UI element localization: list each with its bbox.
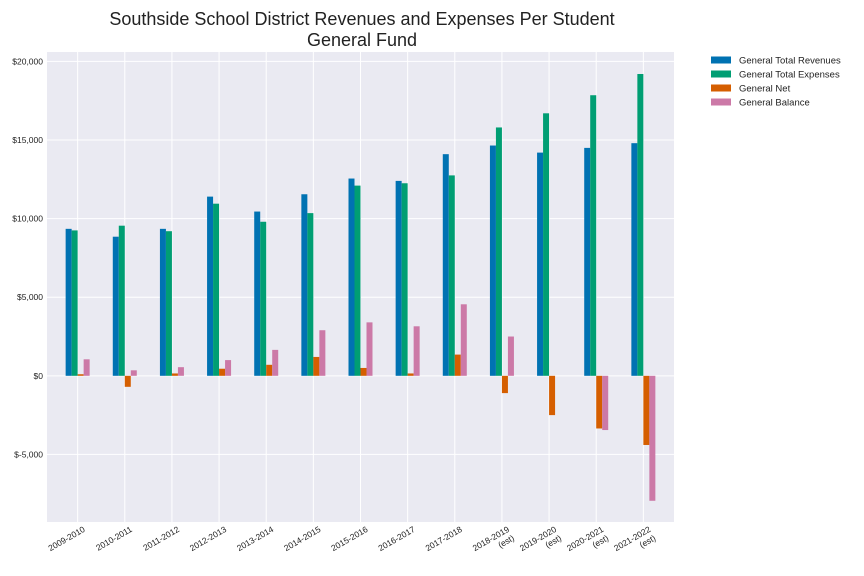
bar <box>643 375 650 445</box>
legend-swatch <box>711 70 731 78</box>
x-tick-label: 2016-2017 <box>376 524 416 553</box>
bar <box>65 228 72 376</box>
bar <box>207 196 214 376</box>
x-tick-label: 2013-2014 <box>235 524 275 553</box>
bar <box>219 368 226 376</box>
x-tick-label: 2012-2013 <box>188 524 228 553</box>
legend-swatch <box>711 84 731 92</box>
bar <box>83 359 90 376</box>
bar <box>366 322 373 376</box>
y-tick-label: $-5,000 <box>14 449 43 459</box>
bar <box>501 375 508 394</box>
legend-swatch <box>711 56 731 64</box>
bar <box>266 364 273 376</box>
legend-label: General Total Expenses <box>739 70 840 81</box>
x-tick-label-line: 2013-2014 <box>235 524 275 553</box>
bar <box>507 336 514 376</box>
x-tick-label-line: 2009-2010 <box>46 524 86 553</box>
x-tick-label: 2019-2020(est) <box>518 524 563 562</box>
bar <box>159 228 166 376</box>
bar <box>649 375 656 501</box>
bar <box>71 230 78 376</box>
bars <box>65 74 656 501</box>
y-tick-label: $5,000 <box>17 292 43 302</box>
bar <box>549 375 556 416</box>
bar <box>537 152 544 376</box>
bar <box>590 95 597 376</box>
bar <box>272 349 279 376</box>
bar <box>584 147 591 376</box>
bar <box>254 211 261 376</box>
bar <box>631 143 638 376</box>
bar <box>354 185 361 376</box>
x-tick-label: 2009-2010 <box>46 524 86 553</box>
bar <box>301 194 308 376</box>
x-axis: 2009-2010 2010-2011 2011-2012 2012-2013 2013… <box>46 524 657 562</box>
bar <box>118 225 125 376</box>
y-tick-label: $0 <box>34 371 44 381</box>
bar <box>165 231 172 376</box>
bar <box>360 367 367 376</box>
x-tick-label-line: 2014-2015 <box>282 524 322 553</box>
bar <box>401 183 408 376</box>
bar <box>448 175 455 376</box>
x-tick-label: 2020-2021(est) <box>565 524 610 562</box>
x-tick-label: 2010-2011 <box>94 524 134 553</box>
bar <box>124 375 131 387</box>
bar <box>112 236 119 376</box>
bar <box>454 354 461 376</box>
bar <box>177 367 184 376</box>
x-tick-label: 2011-2012 <box>141 524 181 553</box>
legend-label: General Total Revenues <box>739 56 841 67</box>
x-tick-label-line: 2010-2011 <box>94 524 134 553</box>
bar <box>313 356 320 376</box>
legend-swatch <box>711 98 731 106</box>
y-tick-label: $20,000 <box>12 56 43 66</box>
bar <box>602 375 609 431</box>
bar <box>307 213 314 376</box>
x-tick-label-line: 2016-2017 <box>376 524 416 553</box>
bar <box>395 180 402 376</box>
bar <box>319 330 326 376</box>
x-tick-label-line: 2011-2012 <box>141 524 181 553</box>
bar <box>260 221 267 376</box>
bar <box>637 74 644 376</box>
x-tick-label: 2018-2019(est) <box>471 524 516 562</box>
y-tick-label: $15,000 <box>12 135 43 145</box>
legend-label: General Net <box>739 84 791 95</box>
bar <box>213 203 220 376</box>
y-tick-label: $10,000 <box>12 214 43 224</box>
bar <box>489 145 496 376</box>
x-tick-label-line: 2012-2013 <box>188 524 228 553</box>
bar <box>495 127 502 376</box>
bar <box>407 373 414 376</box>
bar <box>225 360 232 376</box>
bar <box>413 326 420 376</box>
x-tick-label: 2017-2018 <box>424 524 464 553</box>
x-tick-label: 2014-2015 <box>282 524 322 553</box>
bar <box>442 154 449 376</box>
bar <box>130 370 137 376</box>
bar <box>596 375 603 429</box>
x-tick-label-line: 2017-2018 <box>424 524 464 553</box>
y-axis: $20,000 $15,000 $10,000 $5,000 $0 $-5,000 <box>12 56 43 459</box>
x-tick-label: 2015-2016 <box>329 524 369 553</box>
x-tick-label-line: 2015-2016 <box>329 524 369 553</box>
bar <box>543 113 550 376</box>
bar <box>460 304 467 376</box>
x-tick-label: 2021-2022(est) <box>612 524 657 562</box>
bar <box>348 178 355 376</box>
bar <box>77 374 84 376</box>
legend-label: General Balance <box>739 98 810 109</box>
chart-subtitle: General Fund <box>307 30 417 50</box>
legend: General Total Revenues General Total Expe… <box>711 56 841 109</box>
chart-title: Southside School District Revenues and E… <box>109 9 614 29</box>
bar <box>171 373 178 376</box>
